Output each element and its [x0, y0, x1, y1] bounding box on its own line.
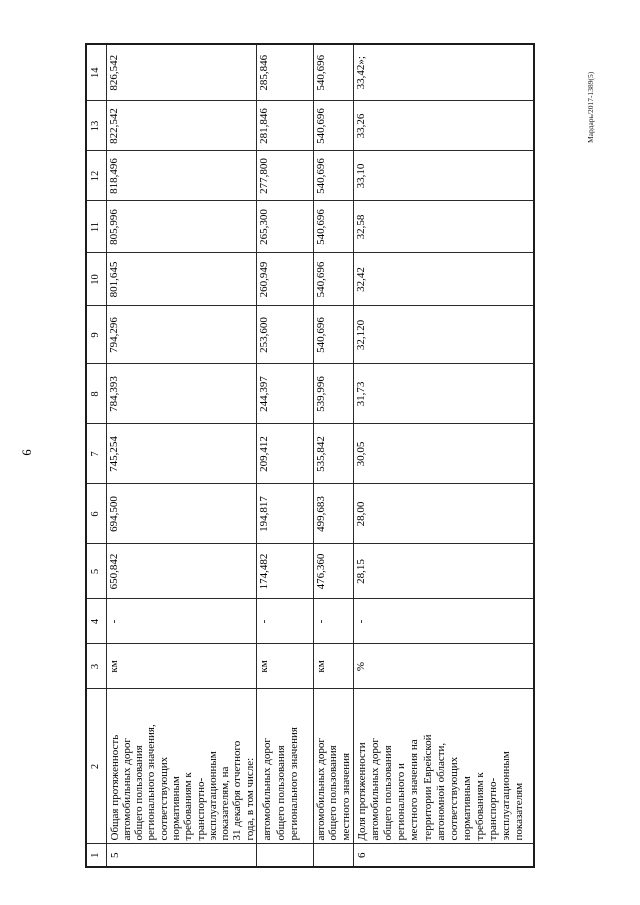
header-cell: 13	[86, 101, 106, 151]
value-cell: 540,696	[313, 306, 354, 364]
value-cell: 194,817	[256, 484, 314, 544]
table-body: 1 2 3 4 5 6 7 8 9 10 11 12 13 14 5 Общая протяженность …	[86, 44, 534, 867]
unit-cell: км	[313, 644, 354, 689]
value-cell: 535,842	[313, 424, 354, 484]
value-cell: 784,393	[106, 364, 257, 424]
header-cell: 3	[86, 644, 106, 689]
value-cell: 244,397	[256, 364, 314, 424]
value-cell: 540,696	[313, 201, 354, 253]
row-number-cell	[313, 844, 354, 867]
indicator-name-cell: Общая протяженность автомобильных дорог …	[106, 689, 257, 844]
value-cell: 32,120	[353, 306, 534, 364]
header-cell: 14	[86, 44, 106, 101]
value-cell: 265,300	[256, 201, 314, 253]
header-cell: 7	[86, 424, 106, 484]
value-cell: 28,00	[353, 484, 534, 544]
header-cell: 6	[86, 484, 106, 544]
page-number: 6	[20, 449, 34, 456]
row-number-cell: 5	[106, 844, 257, 867]
header-cell: 9	[86, 306, 106, 364]
value-cell: 174,482	[256, 544, 314, 599]
table-header-row: 1 2 3 4 5 6 7 8 9 10 11 12 13 14	[86, 44, 106, 867]
value-cell: 694,500	[106, 484, 257, 544]
header-cell: 4	[86, 599, 106, 644]
col4-dash-cell: -	[353, 599, 534, 644]
value-cell: 499,683	[313, 484, 354, 544]
table-row: автомобильных дорог общего пользования м…	[313, 44, 354, 867]
header-cell: 2	[86, 689, 106, 844]
unit-cell: км	[256, 644, 314, 689]
road-indicators-table: 1 2 3 4 5 6 7 8 9 10 11 12 13 14 5 Общая протяженность …	[85, 43, 535, 868]
value-cell: 745,254	[106, 424, 257, 484]
value-cell: 540,696	[313, 101, 354, 151]
table-row: автомобильных дорог общего пользования р…	[256, 44, 314, 867]
row-number-cell: 6	[353, 844, 534, 867]
unit-cell: %	[353, 644, 534, 689]
header-cell: 8	[86, 364, 106, 424]
value-cell: 818,496	[106, 151, 257, 201]
value-cell: 253,600	[256, 306, 314, 364]
value-cell: 540,696	[313, 44, 354, 101]
value-cell: 260,949	[256, 253, 314, 306]
header-cell: 5	[86, 544, 106, 599]
header-cell: 10	[86, 253, 106, 306]
value-cell: 794,296	[106, 306, 257, 364]
value-cell: 32,58	[353, 201, 534, 253]
value-cell: 281,846	[256, 101, 314, 151]
indicator-name-cell: автомобильных дорог общего пользования м…	[313, 689, 354, 844]
value-cell: 826,542	[106, 44, 257, 101]
col4-dash-cell: -	[313, 599, 354, 644]
indicator-name-cell: автомобильных дорог общего пользования р…	[256, 689, 314, 844]
value-cell: 33,10	[353, 151, 534, 201]
value-cell: 540,696	[313, 253, 354, 306]
table-row: 5 Общая протяженность автомобильных дорог…	[106, 44, 257, 867]
value-cell: 540,696	[313, 151, 354, 201]
unit-cell: км	[106, 644, 257, 689]
value-cell: 801,645	[106, 253, 257, 306]
value-cell: 33,26	[353, 101, 534, 151]
value-cell: 33,42»;	[353, 44, 534, 101]
col4-dash-cell: -	[106, 599, 257, 644]
value-cell: 476,360	[313, 544, 354, 599]
row-number-cell	[256, 844, 314, 867]
value-cell: 30,05	[353, 424, 534, 484]
value-cell: 277,800	[256, 151, 314, 201]
value-cell: 31,73	[353, 364, 534, 424]
header-cell: 12	[86, 151, 106, 201]
value-cell: 822,542	[106, 101, 257, 151]
value-cell: 32,42	[353, 253, 534, 306]
value-cell: 805,996	[106, 201, 257, 253]
value-cell: 539,996	[313, 364, 354, 424]
col4-dash-cell: -	[256, 599, 314, 644]
table-row: 6 Доля протяженности автомобильных дорог …	[353, 44, 534, 867]
value-cell: 285,846	[256, 44, 314, 101]
document-code: Мардарь/2017-1389(5)	[586, 71, 595, 143]
value-cell: 650,842	[106, 544, 257, 599]
value-cell: 28,15	[353, 544, 534, 599]
header-cell: 11	[86, 201, 106, 253]
header-cell: 1	[86, 844, 106, 867]
indicator-name-cell: Доля протяженности автомобильных дорог о…	[353, 689, 534, 844]
value-cell: 209,412	[256, 424, 314, 484]
